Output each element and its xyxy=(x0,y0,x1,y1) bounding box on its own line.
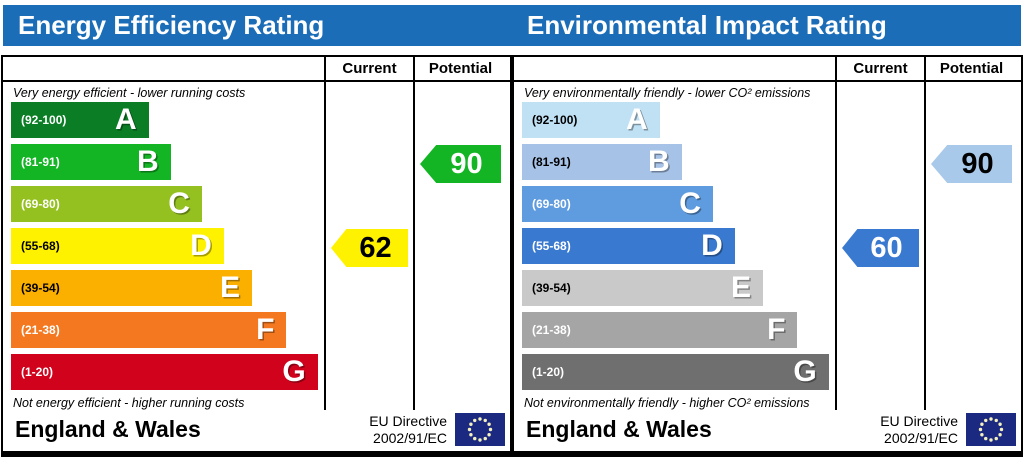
bands-cell: Very environmentally friendly - lower CO… xyxy=(514,82,837,410)
band-letter: G xyxy=(282,355,306,388)
band-range-label: (69-80) xyxy=(532,197,571,211)
band-f: (21-38) F xyxy=(11,312,287,348)
band-g: (1-20) G xyxy=(522,354,829,390)
band-c: (69-80) C xyxy=(522,186,713,222)
band-range-label: (1-20) xyxy=(21,365,54,379)
potential-column-header: Potential xyxy=(428,60,493,77)
band-letter: A xyxy=(626,103,648,136)
top-caption: Very energy efficient - lower running co… xyxy=(13,86,246,100)
current-column: 62 xyxy=(326,82,415,410)
band-letter: D xyxy=(701,229,723,262)
band-range-label: (21-38) xyxy=(21,323,60,337)
band-letter: F xyxy=(256,313,275,346)
column-header-row: Current Potential xyxy=(514,57,1021,82)
band-range-label: (21-38) xyxy=(532,323,571,337)
current-rating-arrow: 62 xyxy=(331,229,408,267)
energy-efficiency-panel: Current Potential Very energy efficient … xyxy=(1,55,512,457)
band-c: (69-80) C xyxy=(11,186,202,222)
current-column-header: Current xyxy=(326,57,415,80)
eu-directive-label: EU Directive 2002/91/EC xyxy=(880,413,958,446)
potential-column: 90 xyxy=(415,82,506,410)
band-range-label: (1-20) xyxy=(532,365,565,379)
panel-footer: England & Wales EU Directive 2002/91/EC xyxy=(514,410,1021,449)
eu-flag-icon xyxy=(966,413,1016,446)
band-b: (81-91) B xyxy=(522,144,682,180)
bands-cell: Very energy efficient - lower running co… xyxy=(3,82,326,410)
region-label: England & Wales xyxy=(15,416,201,442)
band-d: (55-68) D xyxy=(11,228,224,264)
bands: (92-100) A (81-91) B (69-80) C (55-68) D (39-54)… xyxy=(522,102,835,390)
eu-flag-icon xyxy=(455,413,505,446)
bands: (92-100) A (81-91) B (69-80) C (55-68) D (39-54)… xyxy=(11,102,324,390)
band-range-label: (55-68) xyxy=(532,239,571,253)
band-range-label: (92-100) xyxy=(21,113,67,127)
band-letter: E xyxy=(219,271,240,304)
current-column: 60 xyxy=(837,82,926,410)
band-range-label: (39-54) xyxy=(21,281,60,295)
band-letter: B xyxy=(136,145,159,178)
eu-directive-label: EU Directive 2002/91/EC xyxy=(369,413,447,446)
band-range-label: (92-100) xyxy=(532,113,578,127)
band-letter: D xyxy=(190,229,212,262)
band-a: (92-100) A xyxy=(11,102,149,138)
band-a: (92-100) A xyxy=(522,102,660,138)
band-range-label: (55-68) xyxy=(21,239,60,253)
band-letter: E xyxy=(730,271,751,304)
band-letter: F xyxy=(767,313,786,346)
energy-panel-title: Energy Efficiency Rating xyxy=(18,10,325,40)
panel-footer: England & Wales EU Directive 2002/91/EC xyxy=(3,410,510,449)
band-range-label: (69-80) xyxy=(21,197,60,211)
chart-body: Very energy efficient - lower running co… xyxy=(3,82,510,410)
top-caption: Very environmentally friendly - lower CO… xyxy=(524,86,811,100)
potential-column: 90 xyxy=(926,82,1017,410)
band-e: (39-54) E xyxy=(522,270,763,306)
band-letter: A xyxy=(115,103,137,136)
band-letter: C xyxy=(679,187,701,220)
band-range-label: (81-91) xyxy=(532,155,571,169)
bottom-caption: Not environmentally friendly - higher CO… xyxy=(524,396,810,410)
current-column-header: Current xyxy=(837,57,926,80)
column-header-row: Current Potential xyxy=(3,57,510,82)
potential-rating-arrow: 90 xyxy=(931,145,1012,183)
potential-column-header: Potential xyxy=(939,60,1004,77)
band-e: (39-54) E xyxy=(11,270,252,306)
environmental-impact-panel: Current Potential Very environmentally f… xyxy=(512,55,1023,457)
band-b: (81-91) B xyxy=(11,144,171,180)
band-f: (21-38) F xyxy=(522,312,798,348)
potential-rating-arrow: 90 xyxy=(420,145,501,183)
band-range-label: (39-54) xyxy=(532,281,571,295)
current-rating-arrow: 60 xyxy=(842,229,919,267)
chart-body: Very environmentally friendly - lower CO… xyxy=(514,82,1021,410)
band-letter: G xyxy=(793,355,817,388)
bottom-caption: Not energy efficient - higher running co… xyxy=(13,396,245,410)
band-letter: B xyxy=(647,145,670,178)
environmental-panel-title: Environmental Impact Rating xyxy=(527,10,887,40)
band-header-cell xyxy=(3,57,326,80)
region-label: England & Wales xyxy=(526,416,712,442)
title-bar: Energy Efficiency Rating Environmental I… xyxy=(3,5,1021,46)
band-d: (55-68) D xyxy=(522,228,735,264)
band-g: (1-20) G xyxy=(11,354,318,390)
band-range-label: (81-91) xyxy=(21,155,60,169)
band-letter: C xyxy=(168,187,190,220)
band-header-cell xyxy=(514,57,837,80)
panels-container: Current Potential Very energy efficient … xyxy=(1,55,1023,457)
